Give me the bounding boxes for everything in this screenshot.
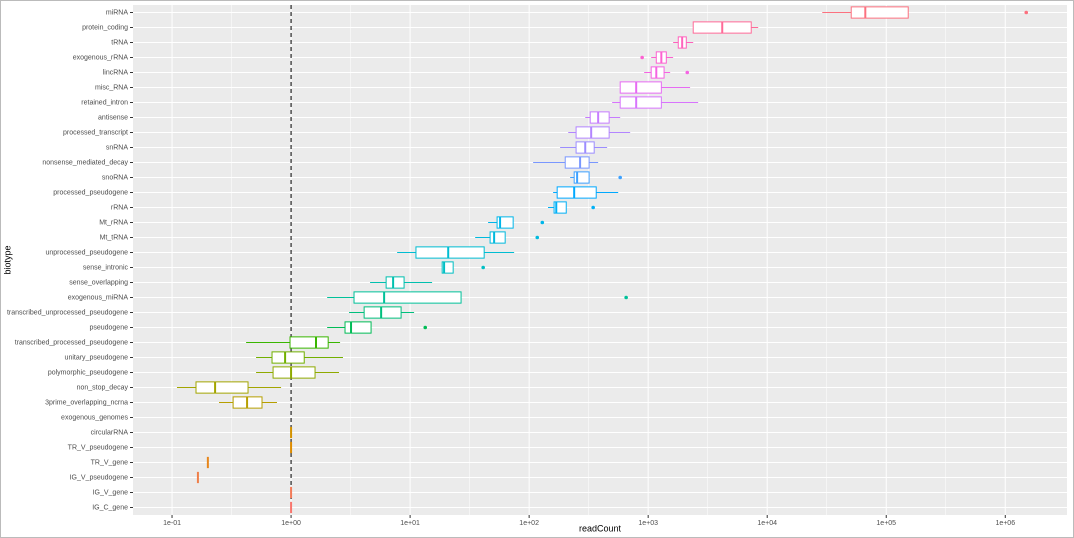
panel: [133, 5, 1067, 515]
y-tick-label: non_stop_decay: [77, 384, 129, 391]
x-tick-label: 1e+03: [638, 520, 658, 527]
box: [272, 366, 316, 379]
box: [556, 186, 597, 199]
x-tick-label: 1e+00: [281, 520, 301, 527]
y-tick-label: protein_coding: [82, 24, 128, 31]
x-tick-label: 1e+05: [876, 520, 896, 527]
y-tick-label: Mt_rRNA: [99, 219, 128, 226]
box: [850, 6, 909, 19]
outlier: [591, 205, 595, 210]
y-tick-label: IG_V_pseudogene: [70, 474, 128, 481]
y-tick-label: unprocessed_pseudogene: [45, 249, 128, 256]
x-axis-title: readCount: [579, 523, 622, 533]
box: [363, 306, 402, 319]
box: [575, 126, 610, 139]
y-tick-label: polymorphic_pseudogene: [48, 369, 128, 376]
x-tick-label: 1e-01: [163, 520, 181, 527]
y-tick-label: exogenous_rRNA: [73, 54, 129, 61]
box: [441, 261, 454, 274]
outlier: [535, 235, 540, 240]
y-tick-label: tRNA: [111, 39, 128, 46]
box: [195, 381, 249, 394]
y-tick-label: exogenous_miRNA: [68, 294, 129, 301]
marks: [176, 5, 1029, 515]
y-tick-label: snoRNA: [102, 174, 128, 181]
y-tick-label: circularRNA: [91, 429, 129, 436]
box: [619, 96, 662, 109]
y-tick-label: miRNA: [106, 9, 128, 16]
y-tick-label: transcribed_unprocessed_pseudogene: [7, 309, 128, 316]
y-tick-label: rRNA: [111, 204, 128, 211]
box: [289, 336, 329, 349]
box: [573, 171, 590, 184]
outlier: [685, 70, 690, 75]
x-tick-label: 1e+06: [995, 520, 1015, 527]
box: [619, 81, 662, 94]
y-tick-label: 3prime_overlapping_ncrna: [45, 399, 128, 406]
y-tick-label: TR_V_gene: [91, 459, 128, 466]
box: [489, 231, 506, 244]
y-tick-label: pseudogene: [89, 324, 128, 331]
outlier: [618, 175, 622, 180]
outlier: [1024, 10, 1029, 15]
outlier: [640, 55, 644, 60]
y-tick-label: transcribed_processed_pseudogene: [15, 339, 128, 346]
y-tick-label: IG_C_gene: [92, 504, 128, 511]
box: [589, 111, 610, 124]
y-axis-title: biotype: [2, 245, 12, 274]
y-tick-label: processed_pseudogene: [53, 189, 128, 196]
y-tick-label: retained_intron: [81, 99, 128, 106]
outlier: [481, 265, 485, 270]
x-tick-label: 1e+01: [400, 520, 420, 527]
y-tick-label: antisense: [98, 114, 128, 121]
y-tick-label: sense_overlapping: [69, 279, 128, 286]
box: [415, 246, 485, 259]
x-tick-label: 1e+02: [519, 520, 539, 527]
y-tick-label: snRNA: [106, 144, 129, 151]
box: [650, 66, 665, 79]
x-tick-label: 1e+04: [757, 520, 777, 527]
box: [353, 291, 462, 304]
y-tick-label: unitary_pseudogene: [65, 354, 129, 361]
box: [344, 321, 372, 334]
outlier: [624, 295, 628, 300]
y-tick-label: misc_RNA: [95, 84, 128, 91]
y-tick-label: nonsense_mediated_decay: [42, 159, 128, 166]
box: [385, 276, 405, 289]
y-tick-label: lincRNA: [103, 69, 129, 76]
box: [496, 216, 514, 229]
box: [553, 201, 567, 214]
y-tick-label: sense_intronic: [83, 264, 129, 271]
y-tick-label: processed_transcript: [63, 129, 128, 136]
y-tick-label: IG_V_gene: [93, 489, 129, 496]
grid: [133, 5, 1067, 515]
y-tick-label: Mt_tRNA: [100, 234, 129, 241]
y-tick-label: TR_V_pseudogene: [68, 444, 128, 451]
y-tick-label: exogenous_genomes: [61, 414, 128, 421]
box: [564, 156, 590, 169]
box: [271, 351, 305, 364]
outlier: [540, 220, 545, 225]
outlier: [423, 325, 428, 330]
